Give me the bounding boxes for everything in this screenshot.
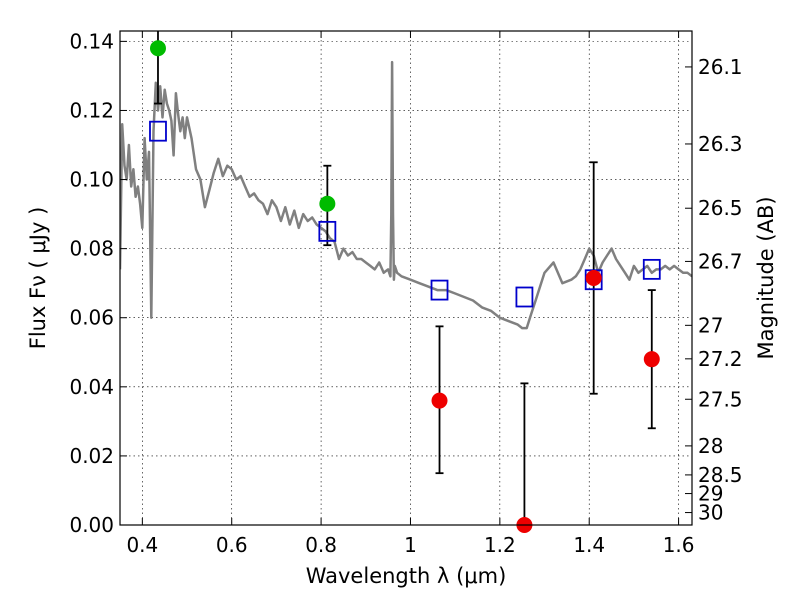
x-tick-label: 1.6 [663,533,695,557]
spectrum-line [120,60,692,330]
right-tick-label: 26.5 [698,196,743,220]
x-tick-label: 0.8 [305,533,337,557]
y-axis-label: Flux Fν ( μJy ) [26,207,50,350]
axis-ticks: 0.4 0.6 0.8 1 1.2 1.4 1.6 0.00 0.02 0.04 0.06 0.08 0… [69,29,742,557]
model-photometry-square [149,120,167,142]
x-tick-label: 1.2 [484,533,516,557]
right-tick-label: 29 [698,482,723,506]
model-photometry-square [642,258,661,280]
right-tick-label: 30 [698,501,723,525]
y-tick-label: 0.10 [69,168,114,192]
x-axis-label: Wavelength λ (μm) [306,564,507,588]
right-tick-label: 28 [698,434,723,458]
error-bars [153,31,656,525]
right-tick-label: 27 [698,313,723,337]
right-tick-label: 26.7 [698,249,743,273]
x-tick-label: 0.4 [126,533,158,557]
right-tick-label: 26.3 [698,132,743,156]
right-tick-label: 28.5 [698,463,743,487]
data-markers [149,40,661,533]
y-tick-label: 0.04 [69,375,114,399]
x-tick-label: 1 [404,533,417,557]
right-tick-label: 27.2 [698,347,743,371]
observed-green-point [149,40,166,57]
model-photometry-square [318,220,337,242]
observed-red-point [585,270,602,286]
observed-green-point [319,195,336,212]
y-tick-label: 0.02 [69,444,114,468]
right-tick-label: 27.5 [698,387,743,411]
observed-red-point [431,392,448,409]
plot-frame [119,30,693,526]
y-tick-label: 0.08 [69,237,114,261]
y-tick-label: 0.12 [69,98,114,122]
right-axis-label: Magnitude (AB) [754,196,778,359]
right-tick-label: 26.1 [698,55,743,79]
model-photometry-square [430,279,449,301]
y-tick-label: 0.14 [69,29,114,53]
observed-red-point [643,351,660,368]
x-tick-label: 1.4 [573,533,605,557]
model-photometry-square [515,286,534,308]
model-spectrum [120,60,692,330]
x-tick-label: 0.6 [216,533,248,557]
y-tick-label: 0.00 [69,513,114,537]
y-tick-label: 0.06 [69,306,114,330]
